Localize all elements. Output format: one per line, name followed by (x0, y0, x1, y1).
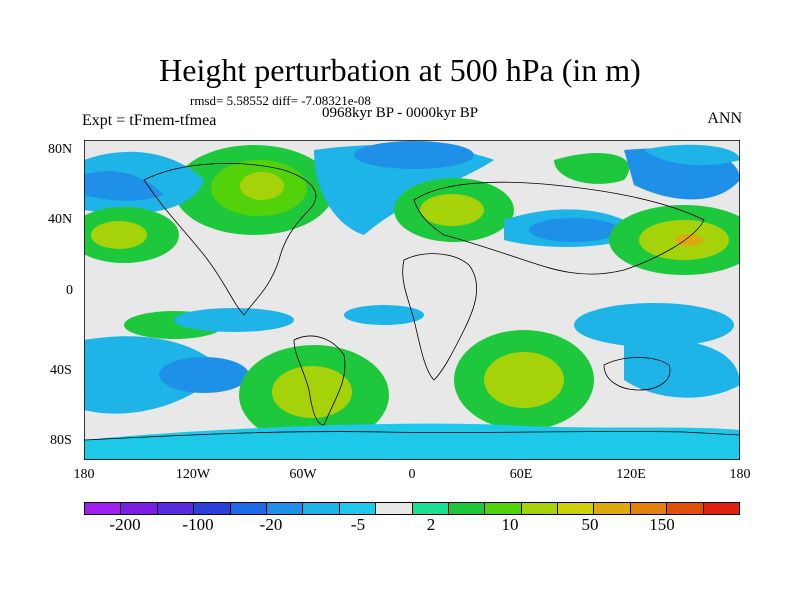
colorbar-swatch (703, 503, 740, 514)
colorbar-swatch (376, 503, 413, 514)
sh-cyan-pac (84, 336, 224, 414)
colorbar-swatch (303, 503, 340, 514)
na-anomaly-core (240, 172, 284, 200)
ytick-label: 40N (48, 212, 73, 227)
colorbar-swatch (594, 503, 631, 514)
ytick-label: 80S (50, 433, 72, 448)
chart-title: Height perturbation at 500 hPa (in m) (159, 52, 641, 88)
colorbar-label: -5 (350, 515, 366, 534)
experiment-label: Expt = tFmem-tfmea (82, 112, 217, 129)
natl-blue (354, 141, 474, 169)
colorbar-swatch (266, 503, 304, 514)
colorbar-label: -200 (109, 515, 141, 534)
pac-yellow (91, 221, 147, 249)
siberia-green (554, 152, 630, 184)
xtick-label: 60E (509, 467, 533, 482)
colorbar-swatch (485, 503, 522, 514)
ytick-label: 40S (50, 363, 72, 378)
colorbar-swatch (412, 503, 449, 514)
eurasia-coast (413, 181, 705, 275)
period-text: 0968kyr BP - 0000kyr BP (322, 105, 479, 121)
europe-yellow (420, 194, 484, 226)
africa-coast (402, 253, 477, 381)
ytick-label: 80N (48, 142, 73, 157)
colorbar-swatch (194, 503, 231, 514)
xtick-label: 60W (289, 467, 317, 482)
colorbar (84, 502, 740, 515)
aus-cyan (624, 338, 740, 398)
colorbar-swatch (230, 503, 267, 514)
colorbar-swatch (157, 503, 195, 514)
antarctica-coast (84, 431, 740, 441)
season-label: ANN (707, 110, 742, 127)
colorbar-swatch (339, 503, 377, 514)
australia-coast (603, 357, 671, 391)
natl-cyan (314, 144, 494, 235)
colorbar-swatch (448, 503, 486, 514)
colorbar-label: -100 (182, 515, 214, 534)
ytick-label: 0 (66, 283, 73, 298)
sio-yellow (484, 352, 564, 408)
nepac-cyan (644, 144, 740, 166)
xtick-label: 120E (616, 467, 646, 482)
colorbar-label: 150 (649, 515, 675, 534)
nwpac-orange (675, 234, 703, 246)
asia-blue (529, 218, 619, 242)
colorbar-swatch (121, 503, 158, 514)
colorbar-label: 50 (581, 515, 599, 534)
colorbar-swatch (667, 503, 704, 514)
north-america-coast (143, 163, 317, 316)
npac-blue (84, 171, 164, 201)
map-panel (84, 140, 740, 460)
xtick-label: 180 (73, 467, 95, 482)
xtick-label: 120W (175, 467, 211, 482)
colorbar-swatch (630, 503, 668, 514)
colorbar-swatch (85, 503, 122, 514)
xtick-label: 0 (408, 467, 416, 482)
xtick-label: 180 (729, 467, 751, 482)
trop-cyan-pac (174, 308, 294, 332)
trop-cyan-atl (344, 305, 424, 325)
stats-text: rmsd= 5.58552 diff= -7.08321e-08 (190, 93, 371, 108)
colorbar-label: -20 (259, 515, 283, 534)
sh-blue-pac (159, 357, 249, 393)
colorbar-swatch (558, 503, 595, 514)
colorbar-label: 10 (501, 515, 519, 534)
sa-yellow (272, 366, 352, 418)
colorbar-label: 2 (426, 515, 436, 534)
trop-cyan-io (574, 303, 734, 347)
coastlines (84, 163, 740, 441)
south-america-coast (293, 335, 346, 426)
colorbar-swatch (521, 503, 559, 514)
